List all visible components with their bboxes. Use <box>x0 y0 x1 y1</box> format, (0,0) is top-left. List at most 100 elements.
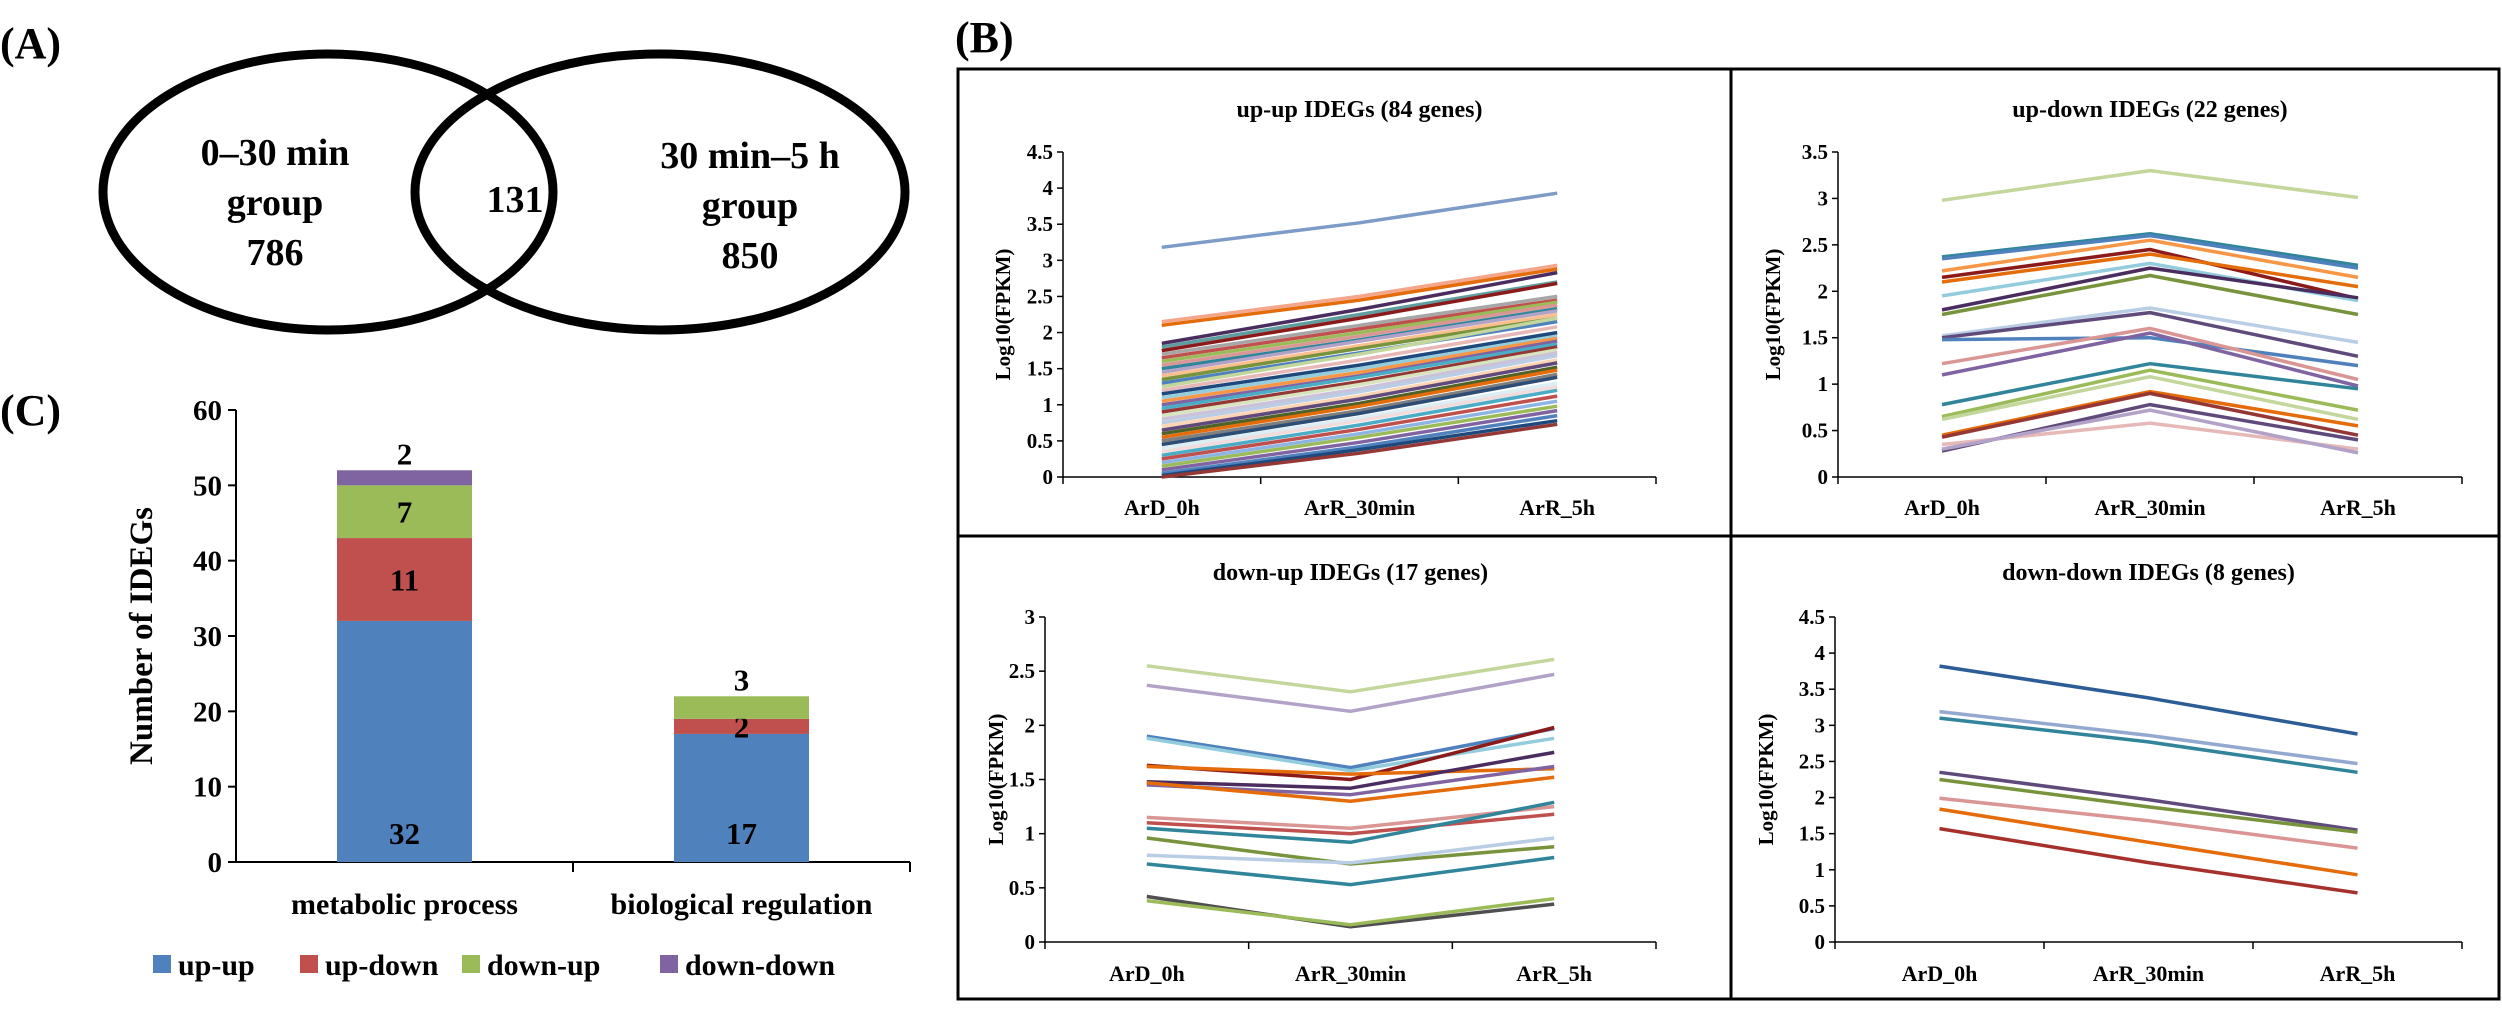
line-chart-y-title: Log10(FPKM) <box>984 714 1008 846</box>
panel-label-c: (C) <box>0 386 61 435</box>
line-chart-y-tick-label: 2.5 <box>1799 749 1825 773</box>
panel-label-a: (A) <box>0 19 61 68</box>
series-line <box>1941 231 2359 268</box>
venn-right-line1: 30 min–5 h <box>660 135 839 177</box>
series-line <box>1161 294 1558 356</box>
series-line <box>1161 372 1558 443</box>
line-chart-y-tick-label: 1.5 <box>1802 326 1828 350</box>
c-y-tick-label: 30 <box>193 621 222 653</box>
line-chart-y-tick-label: 2.5 <box>1802 233 1828 257</box>
line-chart-y-tick-label: 0 <box>1043 465 1054 489</box>
series-line <box>1161 270 1558 346</box>
c-bar-segment <box>337 538 472 621</box>
series-line <box>1161 368 1558 440</box>
line-chart-y-tick-label: 0.5 <box>1802 419 1828 443</box>
series-line <box>1161 348 1558 418</box>
series-line <box>1941 389 2359 437</box>
series-line <box>1161 365 1558 436</box>
line-chart-b2: up-down IDEGs (22 genes) Log10(FPKM) 0 0.5 1… <box>1761 97 2463 520</box>
line-chart-y-tick-label: 1.5 <box>1799 822 1825 846</box>
series-line <box>1161 309 1558 375</box>
c-bar-segment <box>337 485 472 539</box>
line-chart-b3: down-up IDEGs (17 genes) Log10(FPKM) 0 0.5 1… <box>984 560 1657 986</box>
series-line <box>1146 672 1555 714</box>
line-chart-y-tick-label: 1 <box>1025 822 1036 846</box>
series-line <box>1146 775 1555 803</box>
line-chart-x-tick-label: ArR_30min <box>2093 961 2204 986</box>
line-chart-y-tick-label: 4 <box>1043 176 1054 200</box>
series-line <box>1161 413 1558 476</box>
series-line <box>1161 300 1558 364</box>
series-line <box>1941 168 2359 203</box>
c-bar-segment <box>337 470 472 486</box>
line-chart-y-tick-label: 1 <box>1818 372 1829 396</box>
series-line <box>1146 800 1555 845</box>
series-line <box>1941 331 2359 388</box>
series-line <box>1161 404 1558 468</box>
series-line <box>1941 326 2359 382</box>
c-category-label: metabolic process <box>291 888 518 921</box>
series-line <box>1161 422 1558 479</box>
line-chart-y-title: Log10(FPKM) <box>991 249 1015 381</box>
venn-left-line2: group <box>227 182 323 224</box>
line-chart-x-tick-label: ArD_0h <box>1902 961 1978 986</box>
c-legend-label: up-down <box>325 949 439 982</box>
line-chart-x-tick-label: ArR_5h <box>2320 961 2396 986</box>
panel-label-b: (B) <box>955 13 1014 62</box>
line-chart-x-tick-label: ArR_5h <box>2320 495 2396 520</box>
c-bar-segment <box>337 620 472 862</box>
panel-c: (C) 0 10 20 30 40 50 60 Number of IDEGs 32 11 7 2 me… <box>0 386 911 982</box>
line-chart-b1: up-up IDEGs (84 genes) Log10(FPKM) 0 0.5 1 1.… <box>991 97 1657 520</box>
series-line <box>1941 391 2359 439</box>
series-line <box>1941 233 2359 270</box>
series-line <box>1161 280 1558 349</box>
series-line <box>1161 345 1558 414</box>
line-chart-x-tick-label: ArR_30min <box>1304 495 1415 520</box>
c-legend-swatch <box>462 955 480 973</box>
c-y-tick-label: 20 <box>193 696 222 728</box>
c-y-tick-label: 50 <box>193 470 222 502</box>
venn-left-line1: 0–30 min <box>201 132 350 174</box>
c-bar-segment <box>674 718 809 734</box>
series-line <box>1161 381 1558 450</box>
series-line <box>1161 330 1558 396</box>
series-line <box>1939 770 2358 832</box>
series-line <box>1146 657 1555 694</box>
line-chart-y-tick-label: 1.5 <box>1027 357 1053 381</box>
series-line <box>1161 303 1558 367</box>
line-chart-y-tick-label: 1 <box>1815 858 1826 882</box>
line-chart-y-tick-label: 4.5 <box>1027 140 1053 164</box>
line-chart-y-tick-label: 2 <box>1043 321 1054 345</box>
series-line <box>1161 375 1558 447</box>
c-y-tick-label: 40 <box>193 546 222 578</box>
line-chart-y-tick-label: 0.5 <box>1027 429 1053 453</box>
line-chart-x-tick-label: ArR_30min <box>1295 961 1406 986</box>
series-line <box>1939 807 2358 877</box>
c-category-label: biological regulation <box>611 888 873 921</box>
line-chart-y-tick-label: 1 <box>1043 393 1054 417</box>
series-line <box>1161 342 1558 411</box>
panel-b-frame <box>956 67 2501 1001</box>
series-line <box>1939 796 2358 850</box>
series-line <box>1161 334 1558 400</box>
venn-right-line2: group <box>702 185 798 227</box>
line-chart-y-tick-label: 2.5 <box>1009 659 1035 683</box>
series-line <box>1941 306 2359 345</box>
series-line <box>1161 312 1558 378</box>
series-line <box>1161 384 1558 454</box>
series-line <box>1161 408 1558 472</box>
line-chart-y-tick-label: 3.5 <box>1802 140 1828 164</box>
series-line <box>1161 325 1558 393</box>
series-line <box>1161 316 1558 389</box>
line-chart-y-tick-label: 0.5 <box>1799 894 1825 918</box>
line-chart-y-tick-label: 2 <box>1818 279 1829 303</box>
line-chart-y-tick-label: 0 <box>1815 930 1826 954</box>
line-chart-y-tick-label: 0 <box>1025 930 1036 954</box>
venn-circle-right <box>410 49 910 335</box>
line-chart-x-tick-label: ArD_0h <box>1904 495 1980 520</box>
series-line <box>1941 238 2359 280</box>
c-legend-swatch <box>300 955 318 973</box>
series-line <box>1161 361 1558 432</box>
series-line <box>1161 394 1558 461</box>
